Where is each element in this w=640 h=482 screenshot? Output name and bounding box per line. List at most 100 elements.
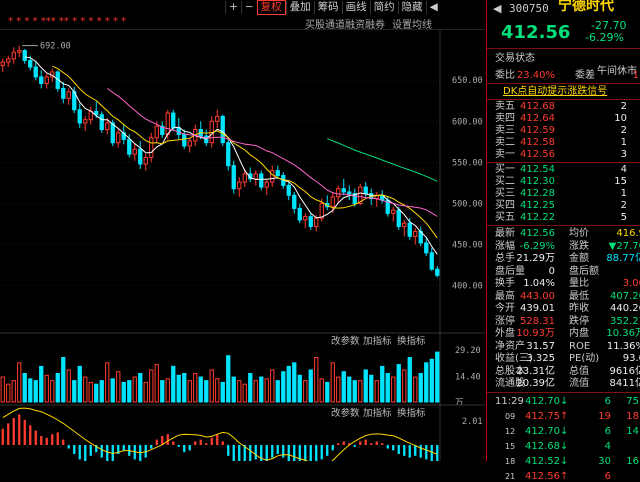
toolbar-item-1[interactable]: − — [240, 0, 257, 14]
stat-value: 20.39亿 — [516, 378, 555, 389]
menu-item-ma-settings[interactable]: 设置均线 — [392, 20, 432, 31]
macd-bar — [359, 441, 362, 445]
macd-bar — [122, 445, 125, 451]
tick-time: 21 — [505, 471, 516, 481]
tick-row: 09 412.75↑ 19 18 — [487, 411, 640, 422]
toolbar-item-4[interactable]: 筹码 — [313, 0, 342, 14]
stat-row: 今开 439.01 昨收 440.26 — [487, 303, 640, 314]
bid-row: 买四 412.25 2 — [487, 200, 640, 211]
volume-bar — [160, 380, 165, 403]
stat-row: 收益(三)3.325 PE(动) 93.0 — [487, 353, 640, 364]
toolbar-item-7[interactable]: 隐藏 — [397, 0, 426, 14]
price-change-pct: -6.29% — [585, 31, 624, 44]
signal-row[interactable]: DK点自动提示涨跌信号 — [487, 86, 640, 97]
macd-bar — [397, 445, 400, 454]
macd-bar — [254, 445, 257, 460]
stat-row: 换手 1.04% 量比 3.00 — [487, 278, 640, 289]
chart-grid — [0, 30, 441, 461]
volume-bar — [44, 374, 49, 403]
vol-add-indicator-button[interactable]: 加指标 — [363, 335, 392, 347]
candle-body — [270, 170, 275, 183]
macd-bar — [95, 445, 98, 453]
volume-bar — [336, 376, 341, 403]
stat-label: 流通股 — [495, 378, 525, 389]
current-price: 412.56 — [501, 22, 571, 43]
toolbar-nav-icon[interactable]: ◀ — [425, 0, 441, 14]
candle-body — [17, 50, 22, 53]
candle-body — [391, 209, 396, 214]
macd-edit-params-button[interactable]: 改参数 — [331, 407, 360, 419]
kline-chart[interactable]: 650.00 600.00 550.00 500.00 450.00 400.00 692… — [0, 30, 485, 461]
volume-bar — [385, 373, 390, 403]
volume-bar — [303, 380, 308, 403]
volume-bar — [182, 373, 187, 403]
ask-price: 412.64 — [520, 113, 555, 124]
macd-bar — [304, 445, 307, 461]
vol-change-indicator-button[interactable]: 换指标 — [397, 335, 426, 347]
stat-label: 总股本 — [495, 365, 525, 377]
toolbar-item-6[interactable]: 简约 — [369, 0, 398, 14]
stat-label: 涨停 — [495, 315, 515, 327]
menu-item-buy-channel[interactable]: 买股通道 — [305, 20, 345, 31]
trading-status-row: 交易状态 — [487, 53, 640, 64]
volume-bar — [132, 376, 137, 403]
macd-bar — [106, 445, 109, 461]
candle-body — [138, 148, 143, 165]
tick-time: 12 — [505, 426, 516, 436]
volume-bar — [138, 373, 143, 403]
toolbar-item-0[interactable]: + — [225, 0, 241, 14]
toolbar-item-2[interactable]: 复权 — [256, 0, 286, 15]
volume-bar — [435, 351, 440, 403]
bid-row: 买五 412.22 5 — [487, 212, 640, 223]
toolbar-item-5[interactable]: 画线 — [341, 0, 370, 14]
volume-tick-label: 14.40 — [455, 372, 481, 382]
candle-body — [182, 133, 187, 147]
nav-prev-icon[interactable]: ◀ — [493, 2, 502, 15]
quote-panel: ◀ 300750 宁德时代 412.56 -27.70 -6.29% 交易状态 … — [486, 0, 640, 482]
volume-bar — [363, 369, 368, 403]
candle-body — [160, 125, 165, 135]
macd-bar — [238, 445, 241, 461]
macd-bar — [29, 425, 32, 445]
stat-label-2: 最低 — [569, 290, 589, 302]
macd-bar — [408, 445, 411, 458]
volume-bar — [55, 373, 60, 403]
macd-bar — [166, 434, 169, 445]
toolbar-item-3[interactable]: 叠加 — [285, 0, 314, 14]
candle-body — [154, 125, 159, 139]
tick-extra: 75 — [626, 395, 639, 407]
macd-change-indicator-button[interactable]: 换指标 — [397, 407, 426, 419]
ask-label: 卖三 — [495, 125, 515, 136]
tick-price: 412.68↓ — [525, 440, 569, 452]
macd-bar — [40, 436, 43, 445]
stat-value-2: 93.0 — [622, 353, 640, 364]
macd-bar — [392, 445, 395, 451]
bid-price: 412.25 — [520, 200, 555, 211]
volume-bar — [72, 380, 77, 403]
volume-bar — [330, 362, 335, 403]
tick-extra: 16 — [626, 455, 639, 467]
stat-label: 最新 — [495, 228, 515, 239]
volume-bar — [6, 383, 11, 403]
candle-body — [0, 61, 5, 66]
macd-bar — [89, 445, 92, 456]
macd-bar — [403, 445, 406, 456]
candle-body — [396, 209, 401, 227]
stat-row: 涨幅 -6.29% 涨跌 ▼27.70 — [487, 241, 640, 252]
volume-bar — [215, 378, 220, 403]
ask-label: 卖四 — [495, 113, 515, 124]
tick-row: 11:29 412.70↓ 6 75 — [487, 396, 640, 407]
stat-label: 总手 — [495, 253, 515, 264]
macd-add-indicator-button[interactable]: 加指标 — [363, 407, 392, 419]
menu-item-margin[interactable]: 融资融券 — [345, 20, 385, 31]
volume-bar — [149, 369, 154, 403]
signal-link[interactable]: DK点自动提示涨跌信号 — [503, 86, 608, 97]
bid-label: 买四 — [495, 200, 515, 211]
vol-edit-params-button[interactable]: 改参数 — [331, 335, 360, 347]
candle-body — [275, 170, 280, 177]
price-tick-label: 550.00 — [452, 158, 483, 168]
volume-bar — [231, 376, 236, 403]
ask-volume: 10 — [614, 113, 627, 124]
